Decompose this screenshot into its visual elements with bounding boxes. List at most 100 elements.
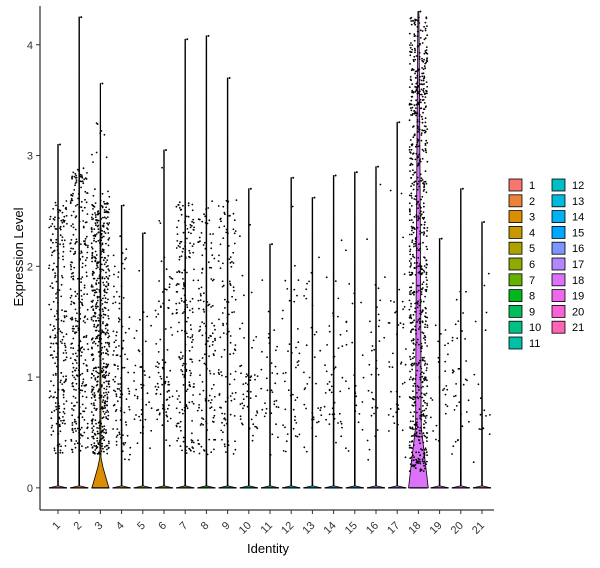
data-point (79, 437, 81, 439)
data-point (206, 301, 209, 303)
data-point (119, 389, 122, 392)
data-point (72, 347, 75, 350)
data-point (305, 288, 308, 291)
data-point (460, 413, 462, 416)
data-point (451, 369, 454, 372)
data-point (192, 218, 195, 221)
data-point (94, 394, 96, 396)
data-point (410, 16, 413, 19)
data-point (74, 397, 77, 399)
jitter-points-layer (48, 10, 491, 473)
data-point (292, 408, 295, 411)
data-point (71, 422, 74, 424)
data-point (212, 383, 215, 386)
x-tick-label: 17 (385, 520, 402, 537)
data-point (128, 390, 131, 393)
data-point (99, 321, 102, 323)
data-point (418, 435, 421, 438)
data-point (219, 243, 222, 246)
data-point (57, 252, 60, 255)
data-point (115, 331, 118, 334)
data-point (107, 418, 109, 421)
data-point (61, 342, 63, 344)
data-point (72, 247, 74, 250)
data-point (233, 415, 236, 417)
data-point (417, 139, 419, 142)
data-point (102, 321, 104, 323)
data-point (305, 297, 308, 300)
data-point (420, 413, 423, 416)
data-point (108, 345, 111, 348)
data-point (408, 245, 411, 248)
data-point (483, 284, 486, 287)
data-point (83, 410, 86, 413)
data-point (284, 371, 287, 374)
x-tick-label: 8 (199, 520, 212, 533)
data-point (115, 440, 118, 443)
data-point (80, 206, 83, 209)
data-point (485, 311, 488, 314)
data-point (413, 293, 415, 296)
data-point (357, 421, 360, 424)
data-point (107, 202, 109, 205)
data-point (416, 35, 419, 37)
data-point (140, 387, 143, 389)
data-point (421, 309, 424, 311)
data-point (123, 366, 126, 369)
data-point (414, 180, 417, 183)
max-point (440, 237, 443, 240)
violin-6 (154, 149, 174, 489)
data-point (105, 275, 108, 278)
data-point (159, 338, 162, 341)
data-point (408, 219, 411, 222)
data-point (154, 309, 157, 312)
data-point (414, 158, 417, 161)
data-point (92, 386, 95, 389)
data-point (114, 375, 117, 378)
data-point (171, 395, 174, 398)
data-point (414, 423, 416, 426)
data-point (420, 79, 423, 82)
data-point (118, 307, 121, 310)
data-point (418, 458, 421, 461)
data-point (211, 332, 214, 335)
data-point (411, 91, 413, 94)
data-point (107, 336, 109, 339)
data-point (422, 281, 425, 283)
data-point (62, 250, 65, 253)
data-point (375, 359, 378, 362)
data-point (403, 306, 406, 308)
data-point (246, 390, 249, 393)
data-point (345, 343, 348, 346)
data-point (116, 400, 119, 403)
data-point (229, 413, 232, 416)
y-tick-label: 1 (27, 372, 33, 384)
data-point (418, 55, 421, 58)
data-point (113, 341, 116, 344)
data-point (91, 218, 93, 221)
data-point (100, 342, 103, 345)
data-point (91, 252, 94, 255)
data-point (232, 251, 235, 254)
data-point (202, 308, 205, 311)
data-point (176, 398, 179, 400)
data-point (212, 233, 215, 235)
data-point (101, 442, 104, 445)
data-point (333, 417, 336, 420)
data-point (414, 51, 416, 54)
data-point (137, 349, 140, 352)
data-point (354, 390, 356, 393)
data-point (55, 238, 58, 241)
x-tick-label: 12 (279, 520, 296, 537)
data-point (415, 333, 417, 335)
data-point (328, 325, 331, 327)
data-point (191, 209, 194, 212)
data-point (224, 418, 227, 421)
data-point (425, 421, 427, 424)
data-point (75, 367, 78, 370)
data-point (420, 291, 423, 293)
data-point (99, 452, 102, 455)
data-point (423, 337, 425, 339)
data-point (421, 99, 424, 101)
data-point (422, 413, 425, 415)
